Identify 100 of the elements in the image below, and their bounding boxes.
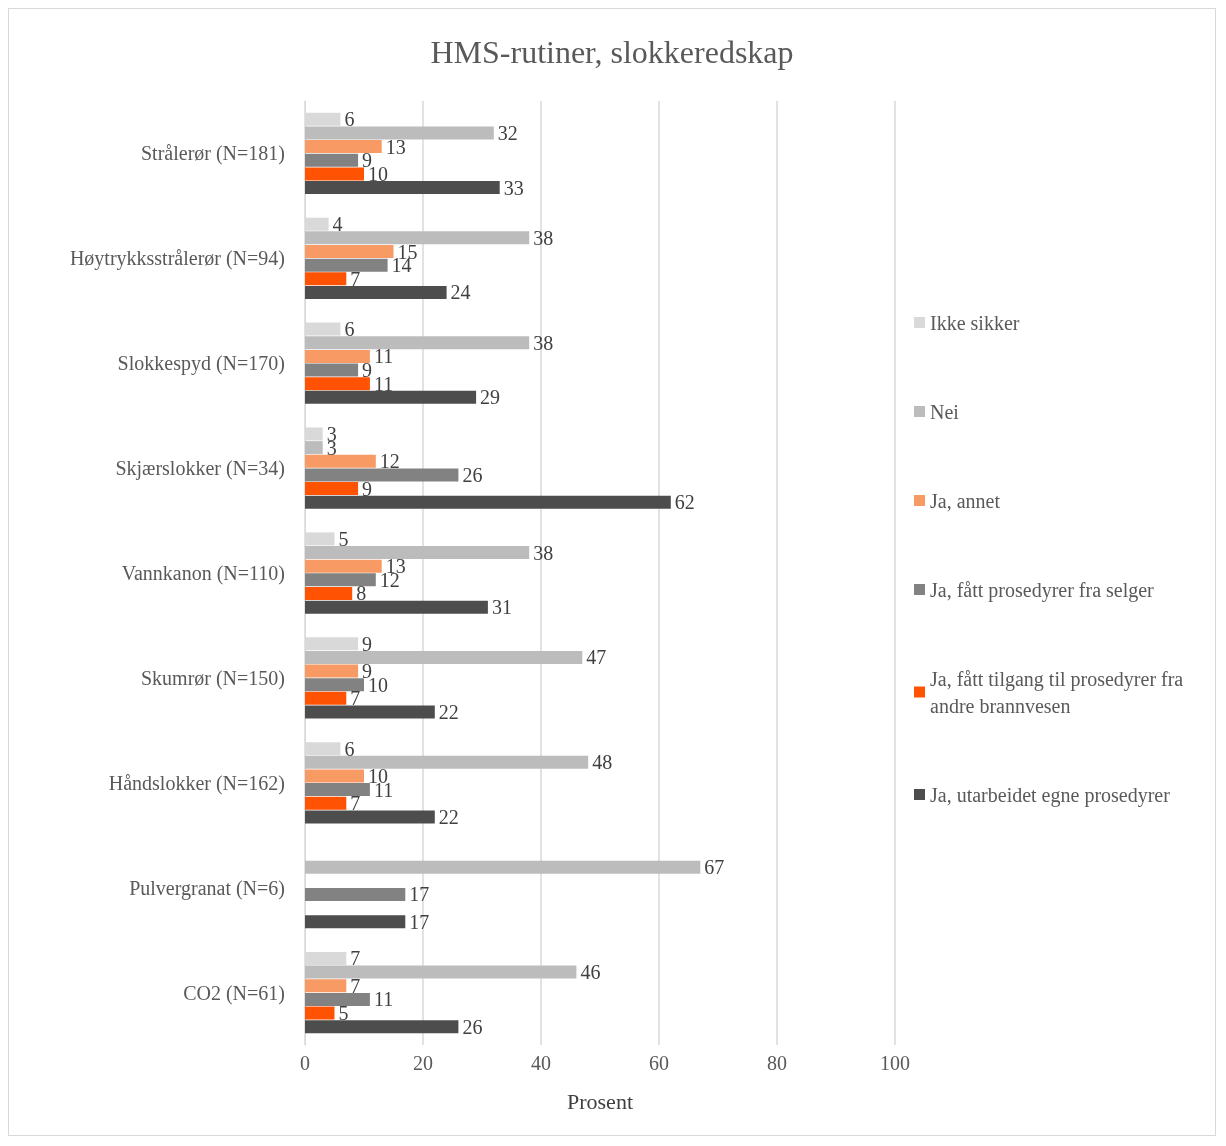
- bar: [305, 349, 370, 363]
- legend-label: Ja, fått tilgang til prosedyrer fra andre brannvesen: [930, 667, 1189, 717]
- bar: [305, 377, 370, 391]
- bar: [305, 769, 364, 783]
- x-tick-label: 60: [649, 1052, 669, 1074]
- data-label: 24: [450, 281, 471, 304]
- bar: [305, 965, 577, 979]
- bar: [305, 167, 364, 181]
- data-label: 7: [350, 947, 361, 970]
- bar: [305, 468, 459, 482]
- legend-label: Ja, annet: [930, 489, 1001, 512]
- data-label: 38: [533, 331, 554, 354]
- bar: [305, 245, 394, 259]
- x-axis-title: Prosent: [567, 1088, 633, 1114]
- y-tick-label: Skjærslokker (N=34): [115, 457, 285, 481]
- x-tick-label: 0: [300, 1052, 310, 1074]
- chart-title: HMS-rutiner, slokkeredskap: [430, 34, 794, 70]
- data-label: 48: [592, 751, 613, 774]
- y-tick-label: Skumrør (N=150): [140, 666, 285, 690]
- data-label: 46: [580, 961, 601, 984]
- legend-label: Nei: [930, 400, 960, 423]
- bar: [305, 992, 370, 1006]
- bar: [305, 546, 530, 560]
- data-label: 67: [704, 856, 725, 879]
- bar: [305, 482, 359, 496]
- bar: [305, 783, 370, 797]
- data-label: 7: [350, 792, 361, 815]
- data-label: 29: [480, 386, 501, 409]
- bar: [305, 140, 382, 154]
- bar: [305, 810, 435, 824]
- data-label: 5: [338, 1002, 349, 1025]
- data-label: 7: [350, 267, 361, 290]
- bar: [305, 272, 347, 286]
- data-label: 22: [438, 701, 459, 724]
- data-label: 9: [362, 632, 373, 655]
- bar: [305, 390, 477, 404]
- data-label: 12: [379, 450, 400, 473]
- data-label: 9: [362, 477, 373, 500]
- bar: [305, 755, 589, 769]
- data-label: 5: [338, 527, 349, 550]
- x-tick-label: 40: [531, 1052, 551, 1074]
- data-label: 47: [586, 646, 607, 669]
- bar: [305, 600, 488, 614]
- bar: [305, 664, 359, 678]
- data-label: 26: [462, 1015, 483, 1038]
- bar: [305, 495, 671, 509]
- data-label: 17: [409, 883, 430, 906]
- data-label: 7: [350, 687, 361, 710]
- bar: [305, 441, 323, 455]
- bar: [305, 153, 359, 167]
- bar: [305, 887, 406, 901]
- data-label: 11: [373, 988, 394, 1011]
- data-label: 4: [332, 213, 343, 236]
- data-label: 8: [356, 582, 367, 605]
- data-label: 6: [344, 108, 355, 131]
- data-label: 11: [373, 372, 394, 395]
- bar: [305, 336, 530, 350]
- bar: [305, 559, 382, 573]
- bar: [305, 258, 388, 272]
- data-label: 32: [497, 121, 518, 144]
- data-label: 6: [344, 737, 355, 760]
- y-tick-label: Håndslokker (N=162): [108, 771, 285, 795]
- data-label: 33: [503, 176, 524, 199]
- bar: [305, 454, 376, 468]
- y-tick-label: Høytrykksstrålerør (N=94): [69, 247, 285, 271]
- data-label: 9: [362, 359, 373, 382]
- data-label: 11: [373, 345, 394, 368]
- data-label: 38: [533, 541, 554, 564]
- bar: [305, 691, 347, 705]
- data-label: 26: [462, 463, 483, 486]
- bar: [305, 1006, 335, 1020]
- bar: [305, 705, 435, 719]
- bar: [305, 285, 447, 299]
- legend-label: Ja, fått prosedyrer fra selger: [930, 578, 1155, 602]
- bar: [305, 1020, 459, 1034]
- bar: [305, 678, 364, 692]
- bar: [305, 860, 701, 874]
- bar: [305, 979, 347, 993]
- data-label: 6: [344, 318, 355, 341]
- bar: [305, 363, 359, 377]
- data-label: 38: [533, 226, 554, 249]
- y-tick-label: Slokkespyd (N=170): [117, 352, 285, 376]
- bar: [305, 573, 376, 587]
- y-tick-label: Vannkanon (N=110): [121, 562, 285, 585]
- data-label: 31: [491, 596, 512, 619]
- legend-label: Ja, utarbeidet egne prosedyrer: [930, 783, 1171, 807]
- x-tick-label: 100: [880, 1052, 910, 1074]
- bar: [305, 796, 347, 810]
- bar: [305, 231, 530, 245]
- y-tick-label: CO2 (N=61): [183, 981, 285, 1005]
- y-tick-label: Pulvergranat (N=6): [129, 876, 285, 900]
- x-tick-label: 80: [767, 1052, 787, 1074]
- legend-label: Ikke sikker: [930, 311, 1020, 334]
- bar: [305, 181, 500, 195]
- y-tick-label: Strålerør (N=181): [140, 142, 285, 166]
- bar: [305, 915, 406, 929]
- data-label: 17: [409, 910, 430, 933]
- data-label: 13: [385, 135, 406, 158]
- bar: [305, 650, 583, 664]
- bar: [305, 586, 353, 600]
